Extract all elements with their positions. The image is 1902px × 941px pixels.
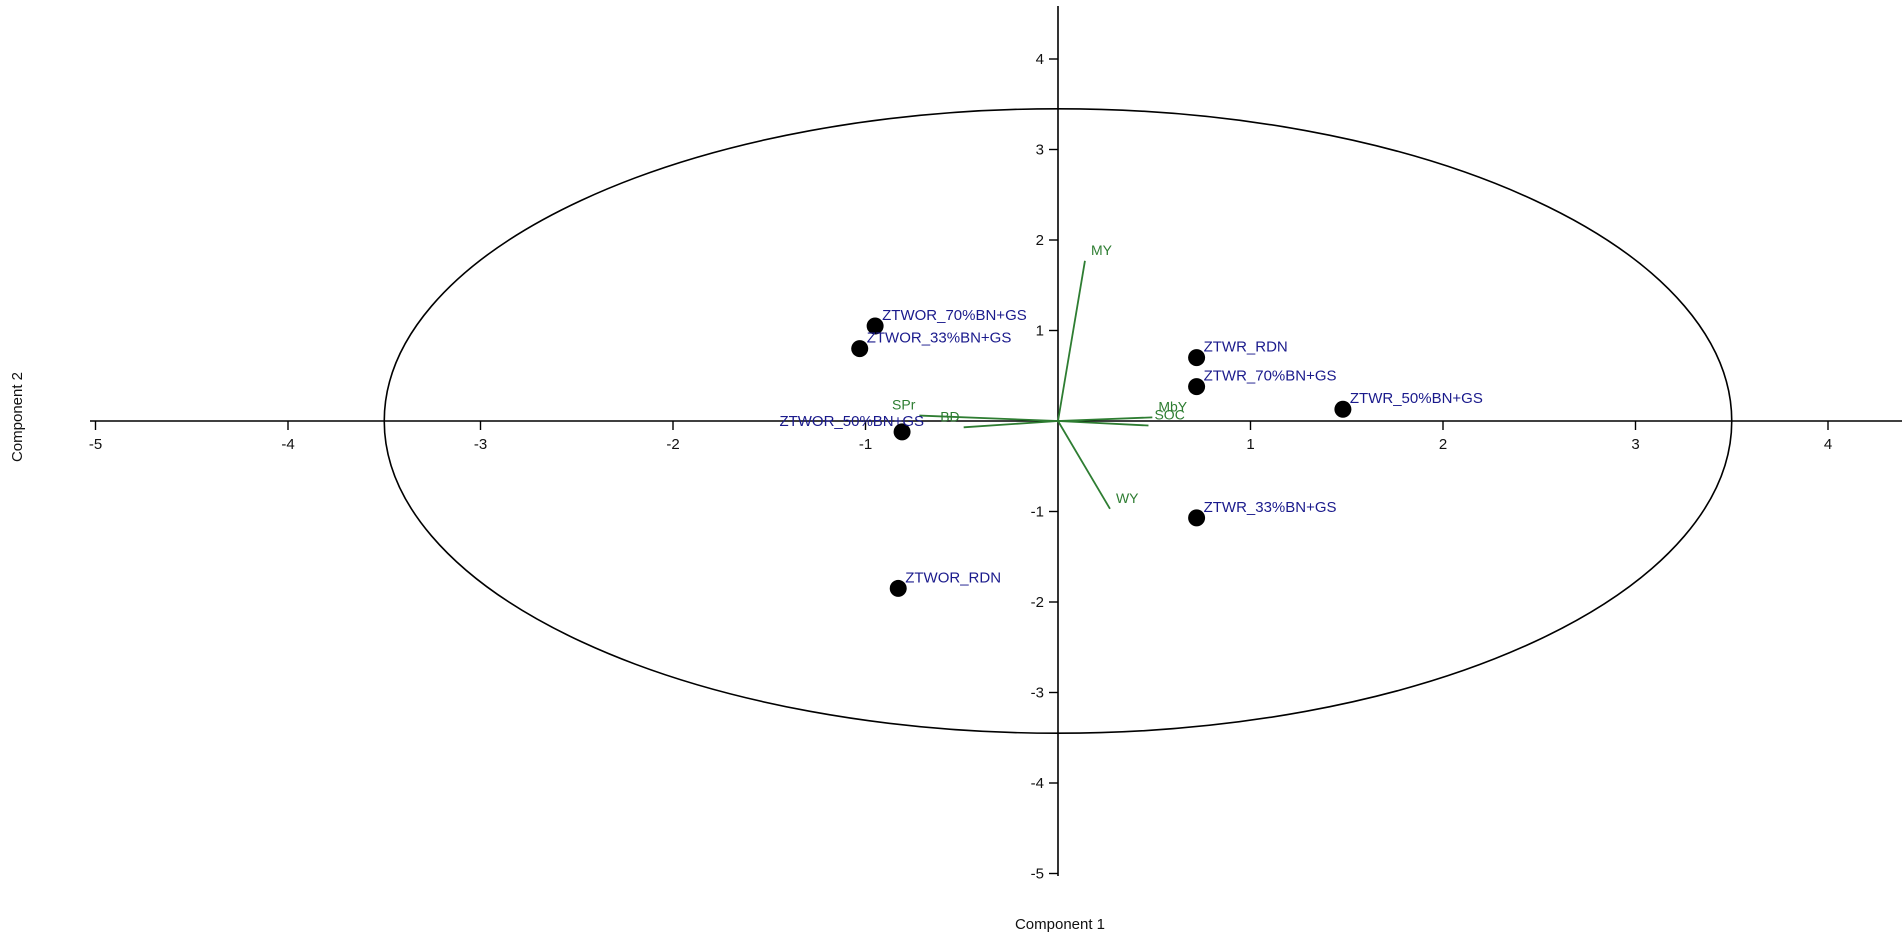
data-point-label: ZTWR_50%BN+GS [1350, 390, 1483, 407]
y-tick-label: -3 [1031, 685, 1044, 702]
data-point [1188, 509, 1206, 527]
loading-label: WY [1116, 490, 1139, 506]
y-tick-label: 2 [1036, 232, 1044, 249]
data-point-label: ZTWR_70%BN+GS [1204, 368, 1337, 385]
data-point-label: ZTWOR_70%BN+GS [882, 307, 1027, 324]
data-point [1188, 349, 1206, 367]
data-point [866, 317, 884, 335]
loading-vector [963, 420, 1059, 429]
y-tick-label: 3 [1036, 142, 1044, 159]
x-tick-label: -1 [859, 436, 872, 453]
data-point [889, 579, 907, 597]
data-point [1188, 378, 1206, 396]
loading-label: MbY [1158, 398, 1187, 414]
data-point-label: ZTWOR_33%BN+GS [867, 330, 1012, 347]
axes-layer: -5 -4 -3 -2 -1 1 2 3 4 -5 -4 -3 -2 -1 1 2 3 4 [89, 6, 1902, 883]
loading-vector [919, 414, 1059, 422]
loading-label: SPr [892, 397, 916, 413]
y-tick-label: -5 [1031, 866, 1044, 883]
y-tick-label: -2 [1031, 594, 1044, 611]
points-layer: ZTWOR_70%BN+GS ZTWOR_33%BN+GS ZTWOR_50%BN+… [779, 307, 1483, 597]
x-axis-title: Component 1 [1015, 916, 1105, 933]
x-tick-label: -3 [474, 436, 487, 453]
y-tick-label: -4 [1031, 775, 1044, 792]
x-tick-label: -2 [666, 436, 679, 453]
loading-vector [1057, 260, 1086, 422]
loading-label: BD [940, 408, 959, 424]
loading-vector [1057, 420, 1111, 510]
y-tick-label: 4 [1036, 51, 1044, 68]
x-tick-label: 2 [1439, 436, 1447, 453]
data-point [1334, 400, 1352, 418]
data-point-label: ZTWOR_RDN [905, 569, 1001, 586]
x-tick-label: 4 [1824, 436, 1832, 453]
loading-vector [1057, 420, 1149, 427]
x-tick-label: -5 [89, 436, 102, 453]
data-point-label: ZTWR_33%BN+GS [1204, 499, 1337, 516]
data-point [851, 340, 869, 358]
y-tick-label: 1 [1036, 323, 1044, 340]
x-tick-label: -4 [281, 436, 294, 453]
x-tick-label: 1 [1246, 436, 1254, 453]
data-point-label: ZTWR_RDN [1204, 339, 1288, 356]
loading-vector [1057, 416, 1153, 422]
x-tick-label: 3 [1631, 436, 1639, 453]
loading-label: SOC [1154, 407, 1184, 423]
y-axis-title: Component 2 [9, 372, 26, 462]
data-point-label: ZTWOR_50%BN+GS [779, 413, 924, 430]
y-tick-label: -1 [1031, 504, 1044, 521]
data-point [893, 423, 911, 441]
loading-label: MY [1091, 242, 1113, 258]
